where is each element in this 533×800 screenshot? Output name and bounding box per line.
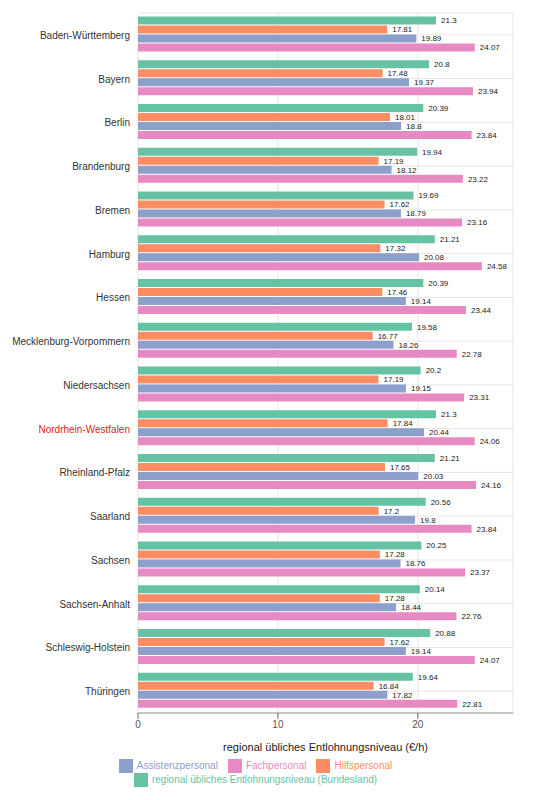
svg-text:Baden-Württemberg: Baden-Württemberg	[40, 30, 130, 41]
svg-text:Hamburg: Hamburg	[89, 249, 130, 260]
svg-text:20.56: 20.56	[431, 498, 452, 507]
svg-text:17.84: 17.84	[393, 419, 414, 428]
svg-text:17.81: 17.81	[392, 25, 413, 34]
svg-text:17.48: 17.48	[388, 69, 409, 78]
svg-text:19.64: 19.64	[418, 673, 439, 682]
svg-text:19.14: 19.14	[411, 297, 432, 306]
svg-text:Bayern: Bayern	[98, 74, 130, 85]
svg-text:22.81: 22.81	[462, 700, 483, 709]
html-text:Hilfspersonal: Hilfspersonal	[334, 759, 393, 771]
svg-text:23.44: 23.44	[471, 306, 492, 315]
svg-text:18.44: 18.44	[401, 603, 422, 612]
svg-text:17.28: 17.28	[385, 594, 406, 603]
svg-text:19.69: 19.69	[419, 191, 440, 200]
svg-text:19.14: 19.14	[411, 647, 432, 656]
svg-text:18.79: 18.79	[406, 209, 427, 218]
svg-text:23.84: 23.84	[477, 131, 498, 140]
svg-text:Hessen: Hessen	[96, 292, 130, 303]
svg-text:20.88: 20.88	[435, 629, 456, 638]
svg-text:17.19: 17.19	[384, 157, 405, 166]
svg-text:17.19: 17.19	[384, 375, 405, 384]
svg-text:19.8: 19.8	[420, 516, 436, 525]
svg-text:0: 0	[135, 719, 141, 730]
svg-text:21.3: 21.3	[441, 410, 457, 419]
svg-text:17.28: 17.28	[385, 550, 406, 559]
svg-text:23.84: 23.84	[477, 525, 498, 534]
svg-text:Schleswig-Holstein: Schleswig-Holstein	[46, 642, 130, 653]
svg-text:19.58: 19.58	[417, 323, 438, 332]
svg-text:17.46: 17.46	[387, 288, 408, 297]
svg-text:24.06: 24.06	[480, 437, 501, 446]
svg-text:16.84: 16.84	[379, 682, 400, 691]
svg-text:Sachsen: Sachsen	[91, 555, 130, 566]
svg-text:17.65: 17.65	[390, 463, 411, 472]
svg-text:23.94: 23.94	[478, 87, 499, 96]
svg-text:23.16: 23.16	[467, 218, 488, 227]
svg-text:Thüringen: Thüringen	[85, 686, 130, 697]
svg-text:10: 10	[272, 719, 284, 730]
svg-text:20.2: 20.2	[426, 366, 442, 375]
svg-text:17.2: 17.2	[384, 507, 400, 516]
svg-text:19.94: 19.94	[422, 148, 443, 157]
svg-text:21.21: 21.21	[440, 454, 461, 463]
svg-text:20: 20	[412, 719, 424, 730]
svg-text:regional übliches Entlohnungsn: regional übliches Entlohnungsniveau (€/h…	[223, 741, 428, 753]
svg-text:23.22: 23.22	[468, 175, 489, 184]
html-text:regional übliches Entlohnungsn: regional übliches Entlohnungsniveau (Bun…	[151, 773, 378, 785]
svg-text:Brandenburg: Brandenburg	[72, 161, 130, 172]
svg-text:23.37: 23.37	[470, 568, 491, 577]
svg-text:24.16: 24.16	[481, 481, 502, 490]
svg-text:16.77: 16.77	[378, 332, 399, 341]
svg-text:19.89: 19.89	[421, 34, 442, 43]
svg-text:18.8: 18.8	[406, 122, 422, 131]
html-text:Fachpersonal: Fachpersonal	[245, 759, 307, 771]
svg-text:Bremen: Bremen	[95, 205, 130, 216]
svg-text:20.39: 20.39	[428, 104, 449, 113]
svg-text:18.12: 18.12	[397, 166, 418, 175]
svg-text:17.62: 17.62	[390, 638, 411, 647]
html-text:Assistenzpersonal: Assistenzpersonal	[136, 759, 218, 771]
svg-text:19.15: 19.15	[411, 384, 432, 393]
svg-text:20.39: 20.39	[428, 279, 449, 288]
svg-text:Nordrhein-Westfalen: Nordrhein-Westfalen	[38, 424, 130, 435]
svg-text:20.25: 20.25	[426, 541, 447, 550]
svg-text:19.37: 19.37	[414, 78, 435, 87]
svg-text:18.01: 18.01	[395, 113, 416, 122]
svg-text:17.62: 17.62	[390, 200, 411, 209]
svg-text:17.32: 17.32	[385, 244, 406, 253]
svg-text:20.8: 20.8	[434, 60, 450, 69]
svg-text:Berlin: Berlin	[104, 117, 130, 128]
svg-text:24.07: 24.07	[480, 43, 501, 52]
svg-text:18.76: 18.76	[406, 559, 427, 568]
svg-text:22.78: 22.78	[462, 350, 483, 359]
svg-text:20.03: 20.03	[423, 472, 444, 481]
svg-text:20.08: 20.08	[424, 253, 445, 262]
svg-text:17.82: 17.82	[392, 691, 413, 700]
svg-text:20.14: 20.14	[425, 585, 446, 594]
svg-text:20.44: 20.44	[429, 428, 450, 437]
svg-text:Niedersachsen: Niedersachsen	[63, 380, 130, 391]
svg-text:Saarland: Saarland	[90, 511, 130, 522]
svg-text:24.07: 24.07	[480, 656, 501, 665]
svg-text:Rheinland-Pfalz: Rheinland-Pfalz	[59, 467, 130, 478]
svg-text:Sachsen-Anhalt: Sachsen-Anhalt	[59, 599, 130, 610]
svg-text:Mecklenburg-Vorpommern: Mecklenburg-Vorpommern	[12, 336, 130, 347]
svg-text:22.76: 22.76	[461, 612, 482, 621]
svg-text:24.58: 24.58	[487, 262, 508, 271]
svg-text:21.3: 21.3	[441, 16, 457, 25]
svg-text:21.21: 21.21	[440, 235, 461, 244]
svg-text:23.31: 23.31	[469, 393, 490, 402]
svg-text:18.26: 18.26	[399, 341, 420, 350]
